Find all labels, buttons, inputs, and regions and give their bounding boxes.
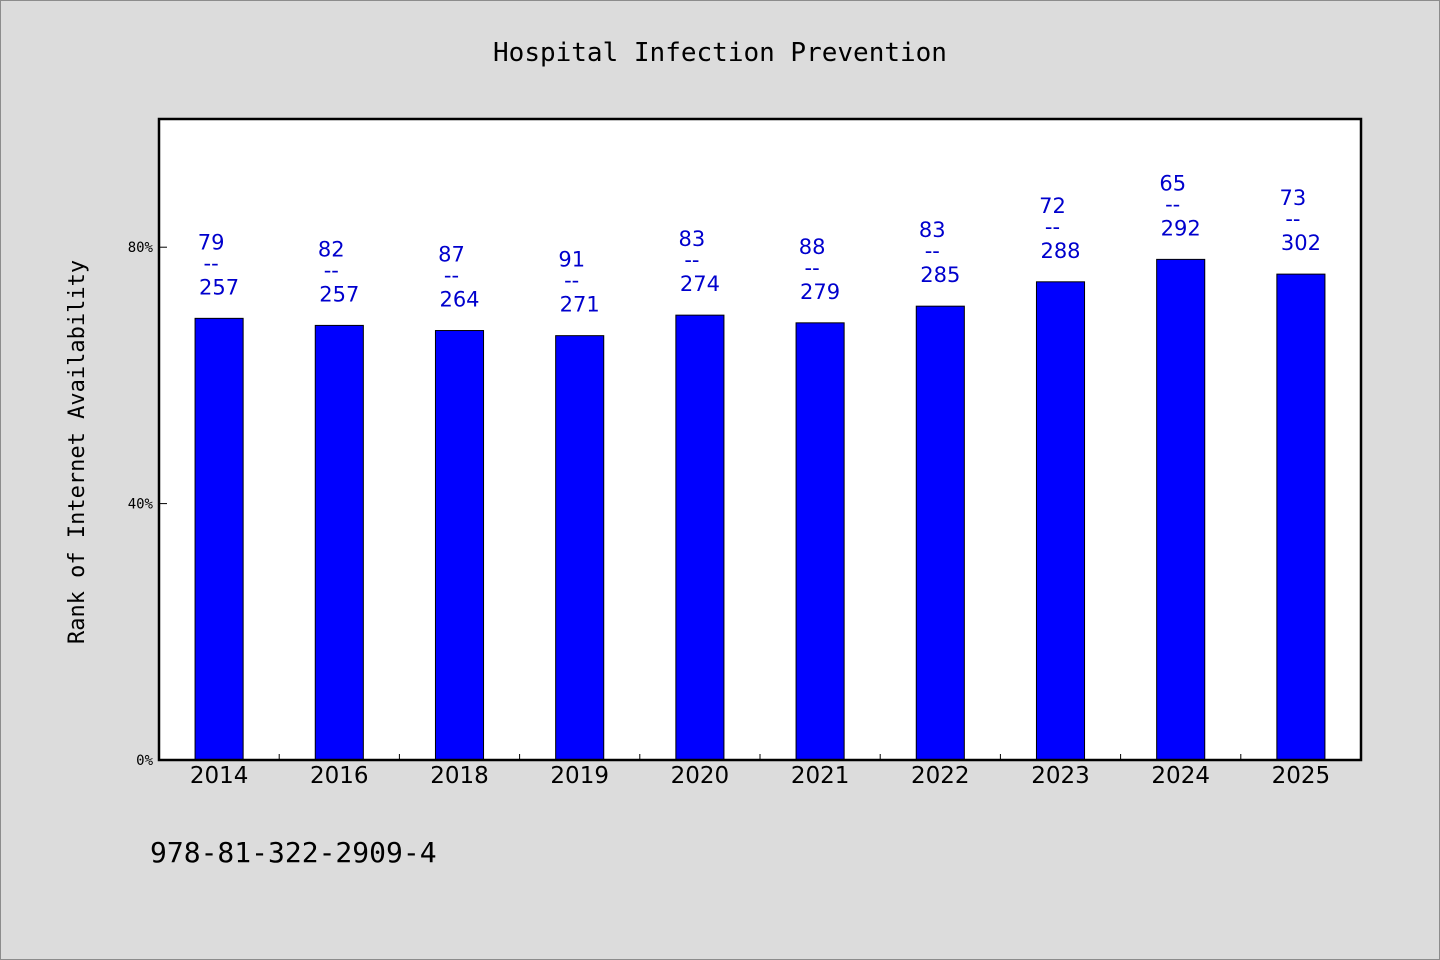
bar-2014 (194, 317, 244, 761)
x-tick-label-2016: 2016 (310, 763, 369, 789)
x-tick-label-2021: 2021 (791, 763, 850, 789)
data-label-sep-2018: -- (444, 264, 459, 288)
x-tick-label-2024: 2024 (1151, 763, 1210, 789)
x-tick-label-2018: 2018 (430, 763, 489, 789)
data-label-bottom-2020: 274 (680, 272, 720, 296)
bar-2019 (555, 335, 605, 761)
data-label-bottom-2021: 279 (800, 280, 840, 304)
data-label-top-2022: 83 (919, 218, 946, 242)
data-label-bottom-2025: 302 (1281, 231, 1321, 255)
data-label-bottom-2022: 285 (920, 263, 960, 287)
data-label-bottom-2023: 288 (1040, 239, 1080, 263)
data-label-top-2024: 65 (1159, 171, 1186, 195)
data-label-sep-2024: -- (1165, 192, 1180, 216)
data-label-sep-2025: -- (1285, 207, 1300, 231)
y-tick-label-80: 80% (128, 240, 154, 256)
y-tick-label-40: 40% (128, 497, 154, 513)
data-label-sep-2023: -- (1045, 215, 1060, 239)
x-tick-label-2014: 2014 (190, 763, 249, 789)
data-label-top-2014: 79 (198, 230, 225, 254)
x-tick-label-2023: 2023 (1031, 763, 1090, 789)
data-label-top-2018: 87 (438, 243, 465, 267)
data-label-bottom-2016: 257 (319, 282, 359, 306)
data-label-sep-2022: -- (925, 239, 940, 263)
data-label-top-2016: 82 (318, 237, 345, 261)
data-label-sep-2020: -- (684, 248, 699, 272)
data-label-sep-2014: -- (204, 251, 219, 275)
bar-2021 (795, 322, 845, 761)
y-tick-label-0: 0% (136, 753, 153, 769)
chart-title: Hospital Infection Prevention (493, 38, 947, 68)
bar-2024 (1156, 258, 1206, 761)
data-label-sep-2021: -- (805, 256, 820, 280)
data-label-top-2019: 91 (558, 248, 585, 272)
data-label-bottom-2014: 257 (199, 275, 239, 299)
bar-2023 (1035, 281, 1086, 761)
data-label-bottom-2018: 264 (439, 288, 479, 312)
y-axis-label: Rank of Internet Availability (65, 260, 90, 644)
x-tick-label-2020: 2020 (671, 763, 730, 789)
x-tick-label-2019: 2019 (550, 763, 609, 789)
data-label-bottom-2024: 292 (1161, 216, 1201, 240)
data-label-top-2021: 88 (799, 235, 826, 259)
bar-2025 (1276, 273, 1326, 761)
data-label-top-2020: 83 (679, 227, 706, 251)
data-label-bottom-2019: 271 (560, 293, 600, 317)
data-label-top-2023: 72 (1039, 194, 1066, 218)
bar-2022 (915, 305, 965, 761)
data-label-sep-2016: -- (324, 258, 339, 282)
bar-2020 (675, 314, 725, 761)
bar-2016 (314, 324, 364, 761)
plot-border (157, 117, 1363, 762)
data-label-top-2025: 73 (1280, 186, 1307, 210)
x-tick-label-2022: 2022 (911, 763, 970, 789)
bar-2018 (434, 330, 485, 761)
footer-isbn: 978-81-322-2909-4 (150, 836, 437, 869)
data-label-sep-2019: -- (564, 269, 579, 293)
x-tick-label-2025: 2025 (1272, 763, 1331, 789)
